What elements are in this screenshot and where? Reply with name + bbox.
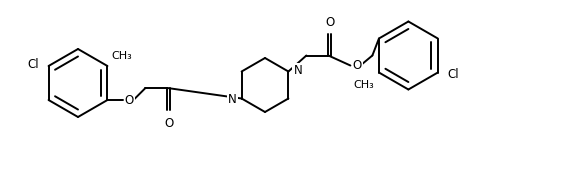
Text: N: N xyxy=(293,64,302,77)
Text: O: O xyxy=(353,59,362,72)
Text: O: O xyxy=(125,93,134,106)
Text: N: N xyxy=(228,93,237,106)
Text: Cl: Cl xyxy=(448,68,459,81)
Text: CH₃: CH₃ xyxy=(111,51,132,61)
Text: Cl: Cl xyxy=(27,57,38,70)
Text: O: O xyxy=(325,15,335,28)
Text: CH₃: CH₃ xyxy=(353,80,374,90)
Text: O: O xyxy=(164,117,173,130)
